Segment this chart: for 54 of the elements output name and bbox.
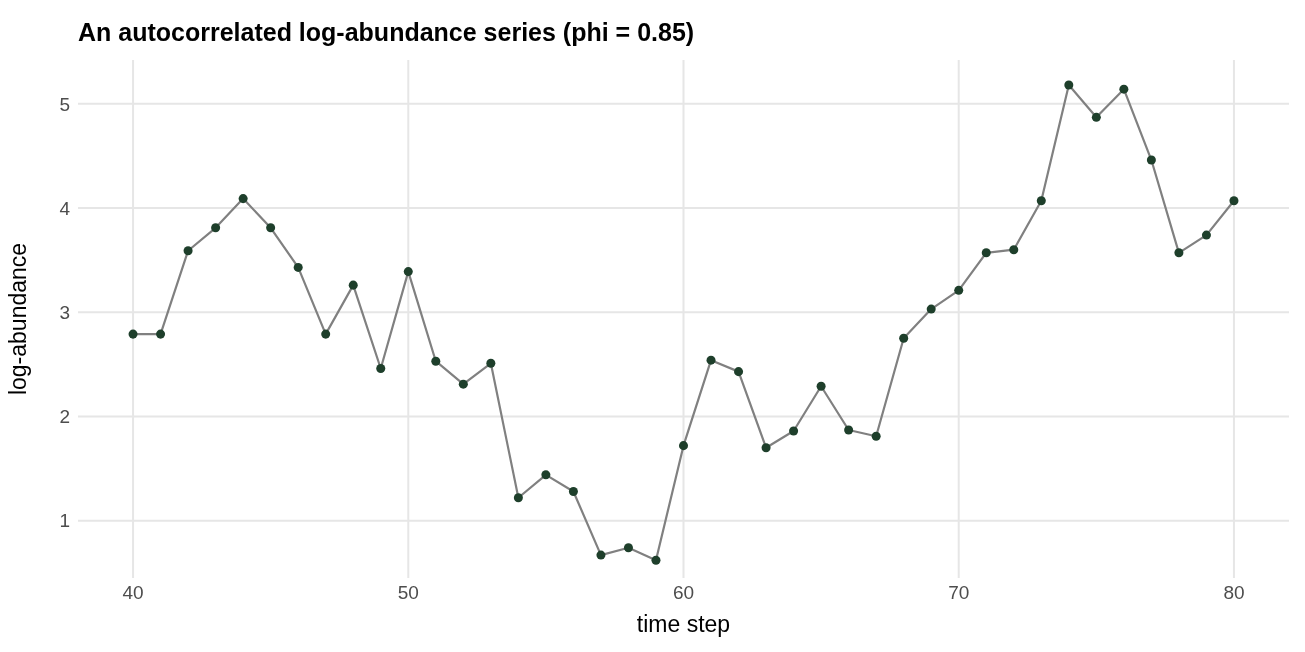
point	[734, 367, 744, 377]
point	[156, 329, 166, 339]
x-tick-label: 50	[397, 582, 419, 604]
point	[1036, 196, 1046, 206]
point	[1091, 112, 1101, 122]
y-tick-label: 5	[59, 93, 70, 115]
point	[266, 223, 276, 233]
point	[376, 364, 386, 374]
point	[541, 470, 551, 480]
point	[458, 379, 468, 389]
x-tick-label: 70	[948, 582, 970, 604]
point	[1064, 80, 1074, 90]
point	[1229, 196, 1239, 206]
point	[431, 356, 441, 366]
point	[293, 262, 303, 272]
point	[1174, 248, 1184, 258]
point	[816, 381, 826, 391]
y-tick-label: 2	[59, 406, 70, 428]
point	[403, 267, 413, 277]
y-tick-label: 3	[59, 301, 70, 323]
point	[871, 431, 881, 441]
point	[596, 550, 606, 560]
point	[706, 355, 716, 365]
point	[321, 329, 331, 339]
y-tick-label: 1	[59, 510, 70, 532]
point	[128, 329, 138, 339]
point	[954, 285, 964, 295]
point	[1146, 155, 1156, 165]
point	[183, 246, 193, 256]
point	[1201, 230, 1211, 240]
chart-title: An autocorrelated log-abundance series (phi = 0.85)	[77, 17, 696, 48]
point	[761, 443, 771, 453]
point	[486, 358, 496, 368]
point	[1119, 84, 1129, 94]
y-tick-label: 4	[59, 197, 71, 219]
point	[789, 426, 799, 436]
point	[981, 248, 991, 258]
point	[678, 441, 689, 451]
y-axis-title: log-abundance	[5, 242, 32, 396]
point	[568, 486, 578, 496]
point	[238, 194, 248, 204]
point	[623, 543, 633, 553]
point	[348, 280, 358, 290]
x-tick-label: 40	[122, 582, 144, 604]
point	[651, 555, 661, 565]
x-axis-title: time step	[636, 611, 731, 637]
point	[899, 333, 909, 343]
point	[211, 223, 221, 233]
x-tick-label: 60	[672, 582, 695, 604]
point	[926, 304, 936, 314]
point	[844, 425, 854, 435]
x-tick-label: 80	[1223, 582, 1245, 604]
point	[513, 493, 523, 503]
point	[1009, 245, 1019, 255]
